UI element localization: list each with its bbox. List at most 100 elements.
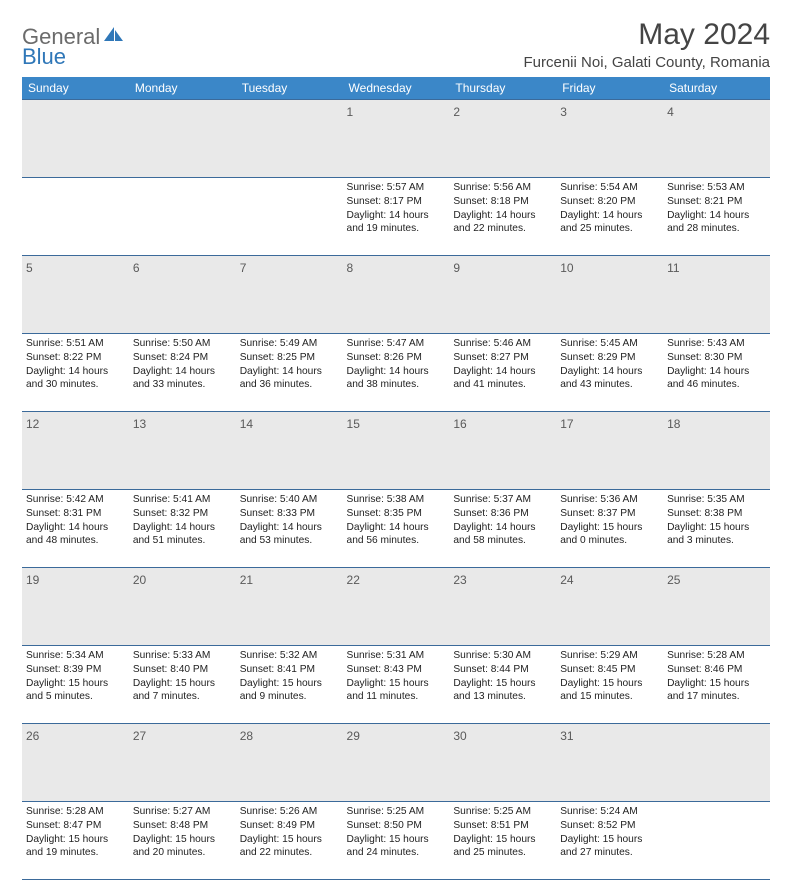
day-details: Sunrise: 5:40 AMSunset: 8:33 PMDaylight:… <box>240 493 339 548</box>
day-details: Sunrise: 5:41 AMSunset: 8:32 PMDaylight:… <box>133 493 232 548</box>
day-details: Sunrise: 5:34 AMSunset: 8:39 PMDaylight:… <box>26 649 125 704</box>
day-details: Sunrise: 5:35 AMSunset: 8:38 PMDaylight:… <box>667 493 766 548</box>
sunrise-text: Sunrise: 5:46 AM <box>453 337 552 351</box>
sunrise-text: Sunrise: 5:27 AM <box>133 805 232 819</box>
day-details: Sunrise: 5:24 AMSunset: 8:52 PMDaylight:… <box>560 805 659 860</box>
day-number-cell: 24 <box>556 568 663 646</box>
day1-text: Daylight: 14 hours <box>347 521 446 535</box>
weekday-header: Sunday <box>22 77 129 100</box>
day-cell <box>129 178 236 256</box>
day2-text: and 20 minutes. <box>133 846 232 860</box>
day-number-cell: 5 <box>22 256 129 334</box>
day-cell: Sunrise: 5:25 AMSunset: 8:51 PMDaylight:… <box>449 802 556 880</box>
day-number: 19 <box>26 573 39 587</box>
day-cell: Sunrise: 5:50 AMSunset: 8:24 PMDaylight:… <box>129 334 236 412</box>
day-cell: Sunrise: 5:24 AMSunset: 8:52 PMDaylight:… <box>556 802 663 880</box>
sunset-text: Sunset: 8:36 PM <box>453 507 552 521</box>
day2-text: and 17 minutes. <box>667 690 766 704</box>
day-cell: Sunrise: 5:43 AMSunset: 8:30 PMDaylight:… <box>663 334 770 412</box>
day-number-cell: 6 <box>129 256 236 334</box>
day-cell: Sunrise: 5:37 AMSunset: 8:36 PMDaylight:… <box>449 490 556 568</box>
day1-text: Daylight: 14 hours <box>347 209 446 223</box>
day-number-cell: 30 <box>449 724 556 802</box>
day-number: 29 <box>347 729 360 743</box>
day2-text: and 19 minutes. <box>347 222 446 236</box>
day-details: Sunrise: 5:29 AMSunset: 8:45 PMDaylight:… <box>560 649 659 704</box>
day-number-row: 1234 <box>22 100 770 178</box>
day2-text: and 3 minutes. <box>667 534 766 548</box>
day-number: 20 <box>133 573 146 587</box>
day1-text: Daylight: 14 hours <box>560 365 659 379</box>
day-cell: Sunrise: 5:30 AMSunset: 8:44 PMDaylight:… <box>449 646 556 724</box>
sunrise-text: Sunrise: 5:51 AM <box>26 337 125 351</box>
weekday-header: Tuesday <box>236 77 343 100</box>
day-cell: Sunrise: 5:31 AMSunset: 8:43 PMDaylight:… <box>343 646 450 724</box>
day-details: Sunrise: 5:56 AMSunset: 8:18 PMDaylight:… <box>453 181 552 236</box>
day-cell: Sunrise: 5:51 AMSunset: 8:22 PMDaylight:… <box>22 334 129 412</box>
sunrise-text: Sunrise: 5:57 AM <box>347 181 446 195</box>
sunset-text: Sunset: 8:21 PM <box>667 195 766 209</box>
day1-text: Daylight: 15 hours <box>26 833 125 847</box>
day-cell: Sunrise: 5:27 AMSunset: 8:48 PMDaylight:… <box>129 802 236 880</box>
day2-text: and 58 minutes. <box>453 534 552 548</box>
sunrise-text: Sunrise: 5:26 AM <box>240 805 339 819</box>
day-cell: Sunrise: 5:25 AMSunset: 8:50 PMDaylight:… <box>343 802 450 880</box>
sunset-text: Sunset: 8:35 PM <box>347 507 446 521</box>
day2-text: and 48 minutes. <box>26 534 125 548</box>
weekday-header: Friday <box>556 77 663 100</box>
sunset-text: Sunset: 8:37 PM <box>560 507 659 521</box>
day-number: 21 <box>240 573 253 587</box>
sunrise-text: Sunrise: 5:35 AM <box>667 493 766 507</box>
sunset-text: Sunset: 8:33 PM <box>240 507 339 521</box>
sunset-text: Sunset: 8:48 PM <box>133 819 232 833</box>
day-number: 17 <box>560 417 573 431</box>
sunset-text: Sunset: 8:26 PM <box>347 351 446 365</box>
sunrise-text: Sunrise: 5:53 AM <box>667 181 766 195</box>
day1-text: Daylight: 14 hours <box>240 365 339 379</box>
day-number: 5 <box>26 261 33 275</box>
sunrise-text: Sunrise: 5:33 AM <box>133 649 232 663</box>
day1-text: Daylight: 15 hours <box>560 677 659 691</box>
day-cell: Sunrise: 5:46 AMSunset: 8:27 PMDaylight:… <box>449 334 556 412</box>
sunrise-text: Sunrise: 5:54 AM <box>560 181 659 195</box>
day-details: Sunrise: 5:31 AMSunset: 8:43 PMDaylight:… <box>347 649 446 704</box>
day2-text: and 27 minutes. <box>560 846 659 860</box>
day2-text: and 56 minutes. <box>347 534 446 548</box>
day-number-row: 262728293031 <box>22 724 770 802</box>
sunrise-text: Sunrise: 5:38 AM <box>347 493 446 507</box>
day2-text: and 7 minutes. <box>133 690 232 704</box>
day-number: 9 <box>453 261 460 275</box>
sunset-text: Sunset: 8:44 PM <box>453 663 552 677</box>
day-number: 4 <box>667 105 674 119</box>
day1-text: Daylight: 15 hours <box>26 677 125 691</box>
day-details: Sunrise: 5:57 AMSunset: 8:17 PMDaylight:… <box>347 181 446 236</box>
day-number-cell: 27 <box>129 724 236 802</box>
sunset-text: Sunset: 8:22 PM <box>26 351 125 365</box>
sunset-text: Sunset: 8:45 PM <box>560 663 659 677</box>
sunset-text: Sunset: 8:38 PM <box>667 507 766 521</box>
weekday-header-row: Sunday Monday Tuesday Wednesday Thursday… <box>22 77 770 100</box>
day-number: 28 <box>240 729 253 743</box>
day2-text: and 9 minutes. <box>240 690 339 704</box>
day1-text: Daylight: 14 hours <box>453 209 552 223</box>
sunrise-text: Sunrise: 5:25 AM <box>453 805 552 819</box>
day-number-cell: 7 <box>236 256 343 334</box>
day-cell: Sunrise: 5:26 AMSunset: 8:49 PMDaylight:… <box>236 802 343 880</box>
day-cell: Sunrise: 5:42 AMSunset: 8:31 PMDaylight:… <box>22 490 129 568</box>
sunset-text: Sunset: 8:47 PM <box>26 819 125 833</box>
calendar-table: Sunday Monday Tuesday Wednesday Thursday… <box>22 77 770 880</box>
day1-text: Daylight: 14 hours <box>667 365 766 379</box>
sunrise-text: Sunrise: 5:28 AM <box>26 805 125 819</box>
day-cell: Sunrise: 5:41 AMSunset: 8:32 PMDaylight:… <box>129 490 236 568</box>
day-number: 23 <box>453 573 466 587</box>
sunrise-text: Sunrise: 5:42 AM <box>26 493 125 507</box>
day-number: 27 <box>133 729 146 743</box>
day-number: 22 <box>347 573 360 587</box>
sunrise-text: Sunrise: 5:37 AM <box>453 493 552 507</box>
day-number-cell: 10 <box>556 256 663 334</box>
day-number-cell <box>236 100 343 178</box>
day2-text: and 33 minutes. <box>133 378 232 392</box>
sunset-text: Sunset: 8:32 PM <box>133 507 232 521</box>
day-details: Sunrise: 5:27 AMSunset: 8:48 PMDaylight:… <box>133 805 232 860</box>
day-number-cell: 16 <box>449 412 556 490</box>
